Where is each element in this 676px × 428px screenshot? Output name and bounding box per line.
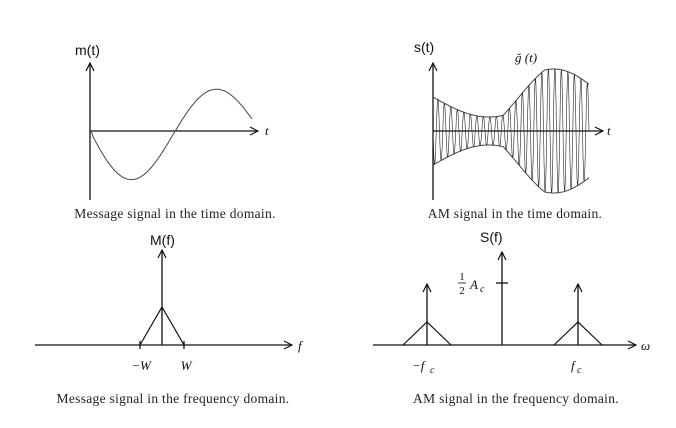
- caption: Message signal in the time domain.: [74, 206, 275, 221]
- panel-message-time: m(t) t Message signal in the time domain…: [74, 42, 275, 221]
- tick-label-subscript: c: [430, 365, 435, 376]
- x-axis-label: f: [298, 338, 304, 353]
- tick-label-w: W: [181, 358, 193, 373]
- y-axis-label: s(t): [414, 39, 434, 55]
- y-axis-label: S(f): [480, 229, 503, 245]
- amplitude-symbol: A: [469, 277, 478, 292]
- carrier-level-label: 1 2 A c: [458, 271, 485, 297]
- panel-am-frequency: ω S(f) 1 2 A c −f c f c AM signal in the…: [373, 229, 650, 406]
- upper-envelope: [432, 68, 590, 118]
- y-axis-label: M(f): [150, 232, 175, 248]
- sideband-triangle-negative: [402, 321, 452, 346]
- amplitude-subscript: c: [480, 284, 485, 295]
- x-axis-label: ω: [641, 338, 650, 353]
- tick-label-fc: f c: [571, 358, 582, 376]
- tick-label-subscript: c: [577, 365, 582, 376]
- panel-am-time: s(t) t ğ (t) AM signal in the time domai…: [414, 39, 611, 221]
- caption: AM signal in the time domain.: [428, 206, 602, 221]
- tick-label-minus-fc: −f c: [412, 358, 435, 376]
- y-axis-label: m(t): [75, 42, 100, 58]
- tick-label-minus-w: −W: [131, 358, 152, 373]
- envelope-label: ğ (t): [515, 50, 537, 65]
- sideband-triangle-positive: [553, 321, 603, 346]
- x-axis-label: t: [265, 123, 269, 138]
- tick-label-symbol: −f: [412, 358, 427, 373]
- fraction-numerator: 1: [459, 271, 465, 283]
- message-curve: [89, 88, 253, 181]
- spectrum-triangle: [139, 305, 185, 346]
- x-axis-label: t: [607, 123, 611, 138]
- fraction-denominator: 2: [459, 285, 465, 297]
- panel-message-frequency: M(f) f −W W Message signal in the freque…: [35, 232, 304, 406]
- caption: Message signal in the frequency domain.: [57, 391, 290, 406]
- tick-label-symbol: f: [571, 358, 577, 373]
- caption: AM signal in the frequency domain.: [413, 391, 619, 406]
- carrier-oscillation: [432, 68, 590, 194]
- lower-envelope: [432, 144, 590, 194]
